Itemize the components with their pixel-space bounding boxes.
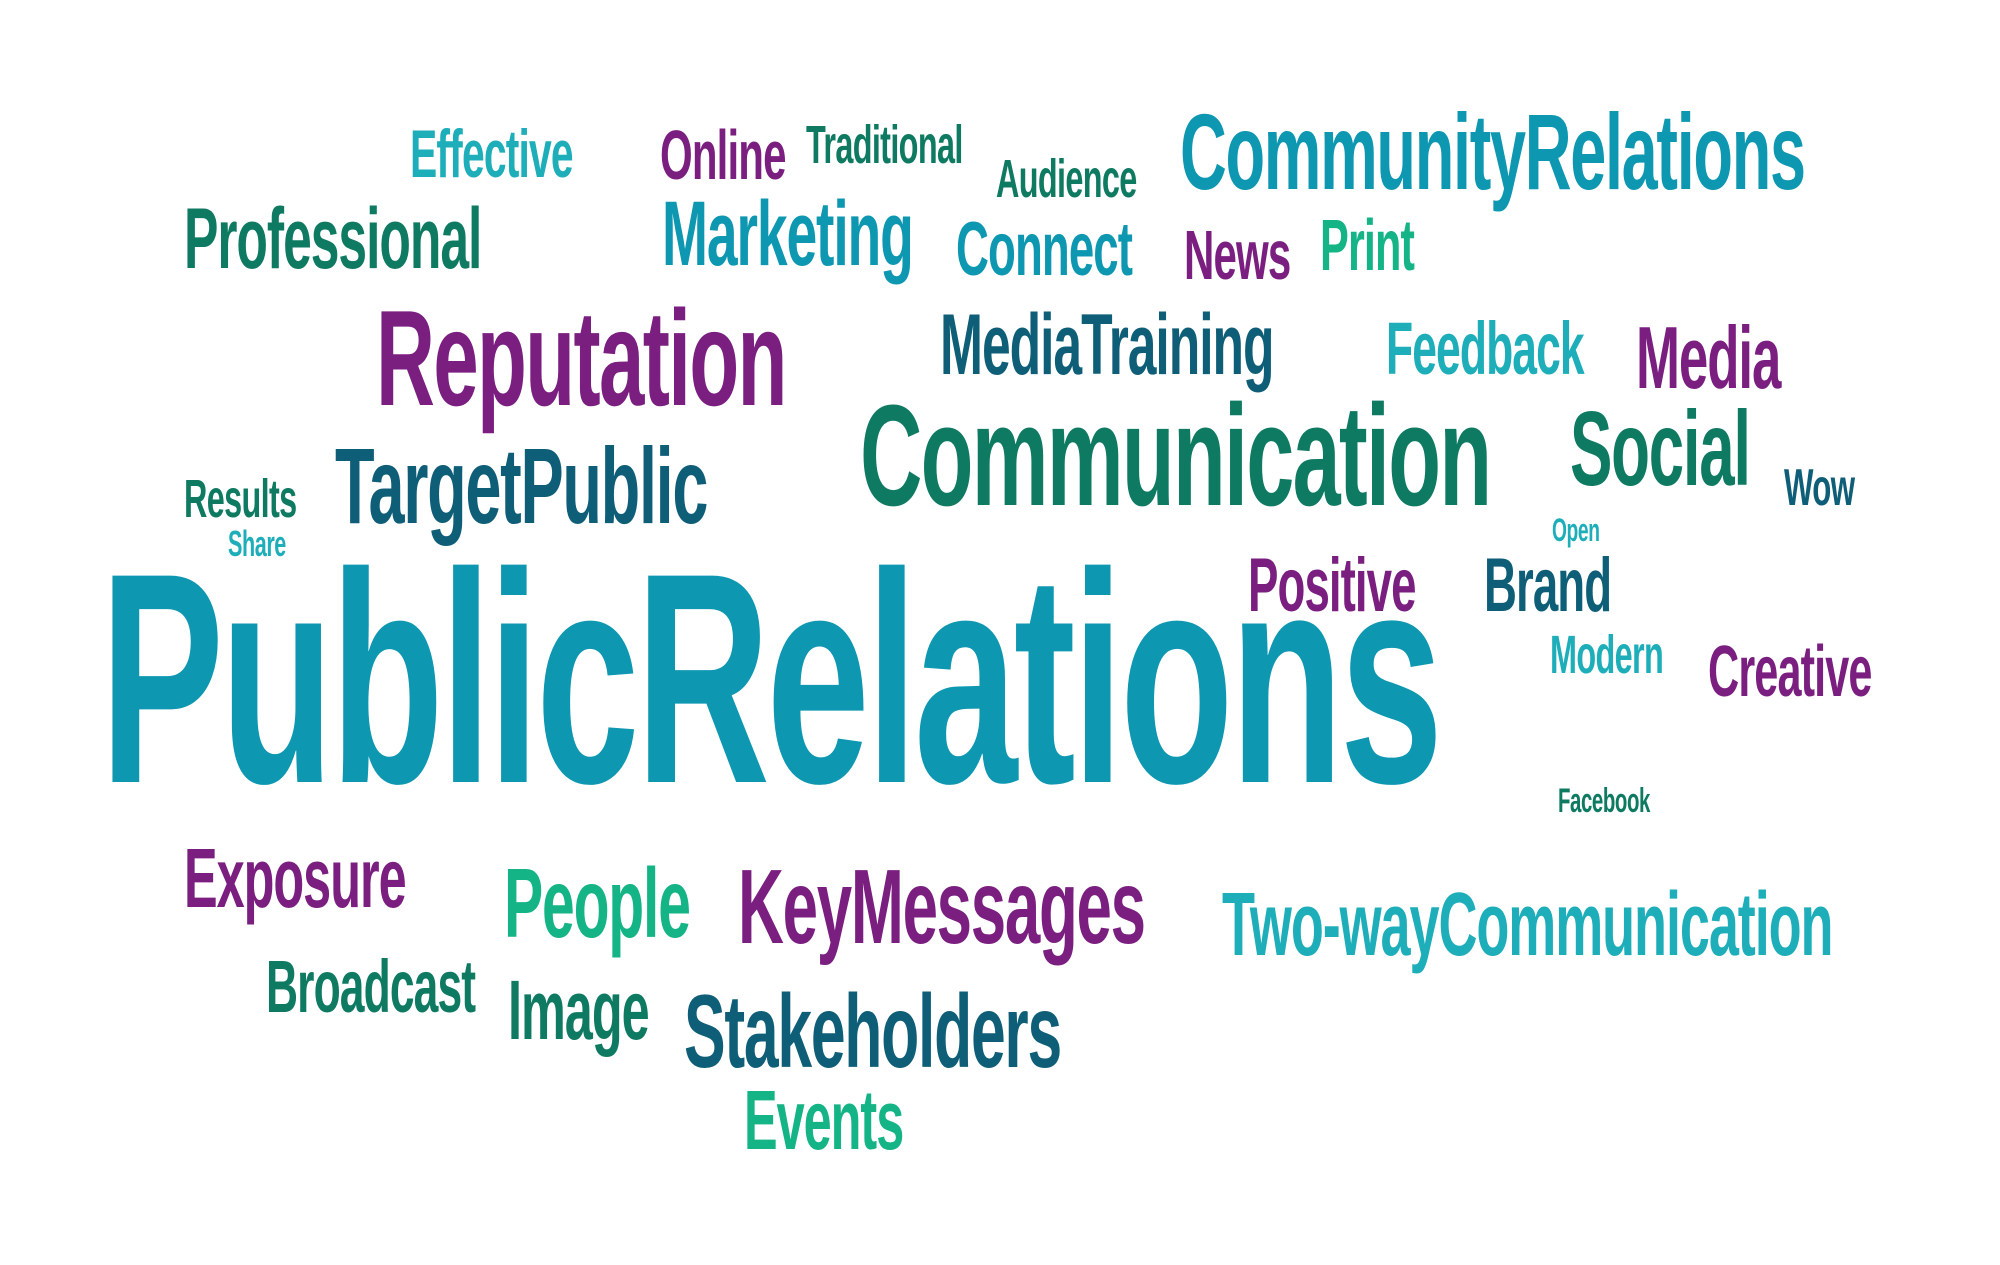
word-wow: Wow xyxy=(1784,459,1855,517)
word-online: Online xyxy=(660,116,786,194)
word-community-relations: CommunityRelations xyxy=(1180,91,1806,212)
word-connect: Connect xyxy=(956,207,1133,292)
word-traditional: Traditional xyxy=(806,115,963,175)
word-people: People xyxy=(504,848,691,958)
word-positive: Positive xyxy=(1248,543,1417,628)
word-facebook: Facebook xyxy=(1558,782,1650,820)
word-media-training: MediaTraining xyxy=(940,297,1275,393)
word-key-messages: KeyMessages xyxy=(738,848,1146,966)
word-creative: Creative xyxy=(1708,632,1872,712)
word-modern: Modern xyxy=(1550,625,1664,685)
word-broadcast: Broadcast xyxy=(266,945,476,1028)
word-communication: Communication xyxy=(860,375,1492,536)
word-audience: Audience xyxy=(996,149,1137,209)
word-media: Media xyxy=(1636,308,1781,407)
word-marketing: Marketing xyxy=(662,183,914,285)
word-share: Share xyxy=(228,523,286,564)
word-events: Events xyxy=(744,1073,904,1167)
word-social: Social xyxy=(1570,390,1751,508)
word-feedback: Feedback xyxy=(1386,307,1585,390)
word-stakeholders: Stakeholders xyxy=(684,974,1062,1090)
word-open: Open xyxy=(1552,512,1600,548)
word-image: Image xyxy=(508,963,650,1057)
word-professional: Professional xyxy=(184,191,482,287)
word-effective: Effective xyxy=(410,116,574,192)
word-news: News xyxy=(1184,216,1291,294)
word-exposure: Exposure xyxy=(184,831,407,925)
word-target-public: TargetPublic xyxy=(335,425,708,546)
word-reputation: Reputation xyxy=(376,282,787,434)
word-print: Print xyxy=(1320,206,1415,286)
word-public-relations: PublicRelations xyxy=(100,510,1443,846)
word-brand: Brand xyxy=(1484,543,1612,628)
word-results: Results xyxy=(184,469,297,529)
word-two-way-communication: Two-wayCommunication xyxy=(1222,875,1834,975)
